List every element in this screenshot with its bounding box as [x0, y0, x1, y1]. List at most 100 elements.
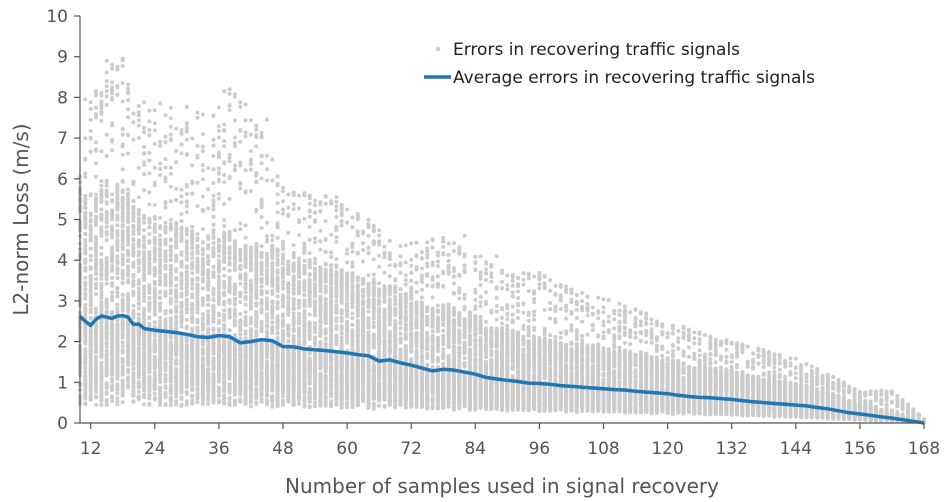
scatter-point	[260, 361, 264, 365]
scatter-point	[238, 319, 242, 323]
scatter-point	[260, 353, 264, 357]
scatter-point	[137, 356, 141, 360]
scatter-point	[83, 251, 87, 255]
scatter-point	[89, 395, 93, 399]
scatter-point	[212, 228, 216, 232]
scatter-point	[196, 276, 200, 280]
scatter-point	[83, 238, 87, 242]
scatter-point	[206, 280, 210, 284]
scatter-point	[110, 352, 114, 356]
scatter-point	[158, 275, 162, 279]
scatter-point	[121, 210, 125, 214]
scatter-point	[174, 340, 178, 344]
scatter-point	[238, 105, 242, 109]
scatter-point	[126, 133, 130, 137]
scatter-point	[121, 270, 125, 274]
scatter-point	[212, 310, 216, 314]
scatter-point	[206, 298, 210, 302]
scatter-point	[217, 197, 221, 201]
scatter-point	[94, 272, 98, 276]
scatter-point	[164, 166, 168, 170]
scatter-point	[158, 342, 162, 346]
scatter-point	[153, 397, 157, 401]
scatter-point	[185, 274, 189, 278]
scatter-point	[105, 323, 109, 327]
scatter-point	[147, 190, 151, 194]
scatter-point	[180, 382, 184, 386]
scatter-point	[217, 287, 221, 291]
scatter-point	[137, 294, 141, 298]
scatter-point	[164, 320, 168, 324]
scatter-point	[115, 201, 119, 205]
scatter-point	[222, 381, 226, 385]
scatter-point	[233, 167, 237, 171]
scatter-point	[238, 312, 242, 316]
scatter-point	[217, 178, 221, 182]
scatter-point	[83, 245, 87, 249]
scatter-point	[99, 195, 103, 199]
scatter-point	[254, 208, 258, 212]
scatter-point	[228, 261, 232, 265]
scatter-point	[222, 236, 226, 240]
scatter-point	[228, 343, 232, 347]
scatter-point	[244, 262, 248, 266]
scatter-point	[89, 218, 93, 222]
scatter-point	[158, 140, 162, 144]
scatter-point	[238, 100, 242, 104]
scatter-point	[121, 281, 125, 285]
scatter-point	[105, 358, 109, 362]
scatter-point	[83, 402, 87, 406]
scatter-point	[228, 355, 232, 359]
scatter-point	[174, 254, 178, 258]
scatter-point	[94, 335, 98, 339]
scatter-point	[222, 402, 226, 406]
scatter-point	[180, 314, 184, 318]
scatter-point	[233, 119, 237, 123]
scatter-point	[228, 176, 232, 180]
scatter-point	[180, 143, 184, 147]
scatter-point	[169, 106, 173, 110]
scatter-point	[158, 279, 162, 283]
scatter-point	[164, 157, 168, 161]
scatter-point	[99, 94, 103, 98]
scatter-point	[137, 104, 141, 108]
scatter-point	[222, 326, 226, 330]
scatter-point	[217, 391, 221, 395]
scatter-point	[110, 342, 114, 346]
scatter-point	[265, 221, 269, 225]
scatter-point	[158, 167, 162, 171]
scatter-point	[105, 335, 109, 339]
scatter-point	[206, 269, 210, 273]
scatter-point	[147, 151, 151, 155]
scatter-point	[110, 80, 114, 84]
scatter-point	[94, 292, 98, 296]
scatter-point	[131, 180, 135, 184]
scatter-point	[169, 347, 173, 351]
scatter-point	[158, 366, 162, 370]
scatter-point	[185, 138, 189, 142]
scatter-point	[254, 281, 258, 285]
scatter-point	[228, 268, 232, 272]
scatter-point	[147, 283, 151, 287]
scatter-point	[158, 243, 162, 247]
scatter-point	[121, 335, 125, 339]
scatter-point	[196, 204, 200, 208]
scatter-point	[217, 343, 221, 347]
scatter-point	[115, 85, 119, 89]
scatter-point	[131, 336, 135, 340]
scatter-point	[185, 251, 189, 255]
scatter-point	[174, 375, 178, 379]
scatter-point	[244, 102, 248, 106]
scatter-point	[110, 295, 114, 299]
scatter-point	[185, 403, 189, 407]
scatter-point	[89, 369, 93, 373]
scatter-point	[206, 321, 210, 325]
scatter-point	[83, 325, 87, 329]
scatter-point	[174, 160, 178, 164]
scatter-point	[233, 245, 237, 249]
scatter-point	[238, 325, 242, 329]
scatter-point	[180, 200, 184, 204]
scatter-point	[212, 287, 216, 291]
scatter-point	[131, 400, 135, 404]
scatter-point	[153, 371, 157, 375]
